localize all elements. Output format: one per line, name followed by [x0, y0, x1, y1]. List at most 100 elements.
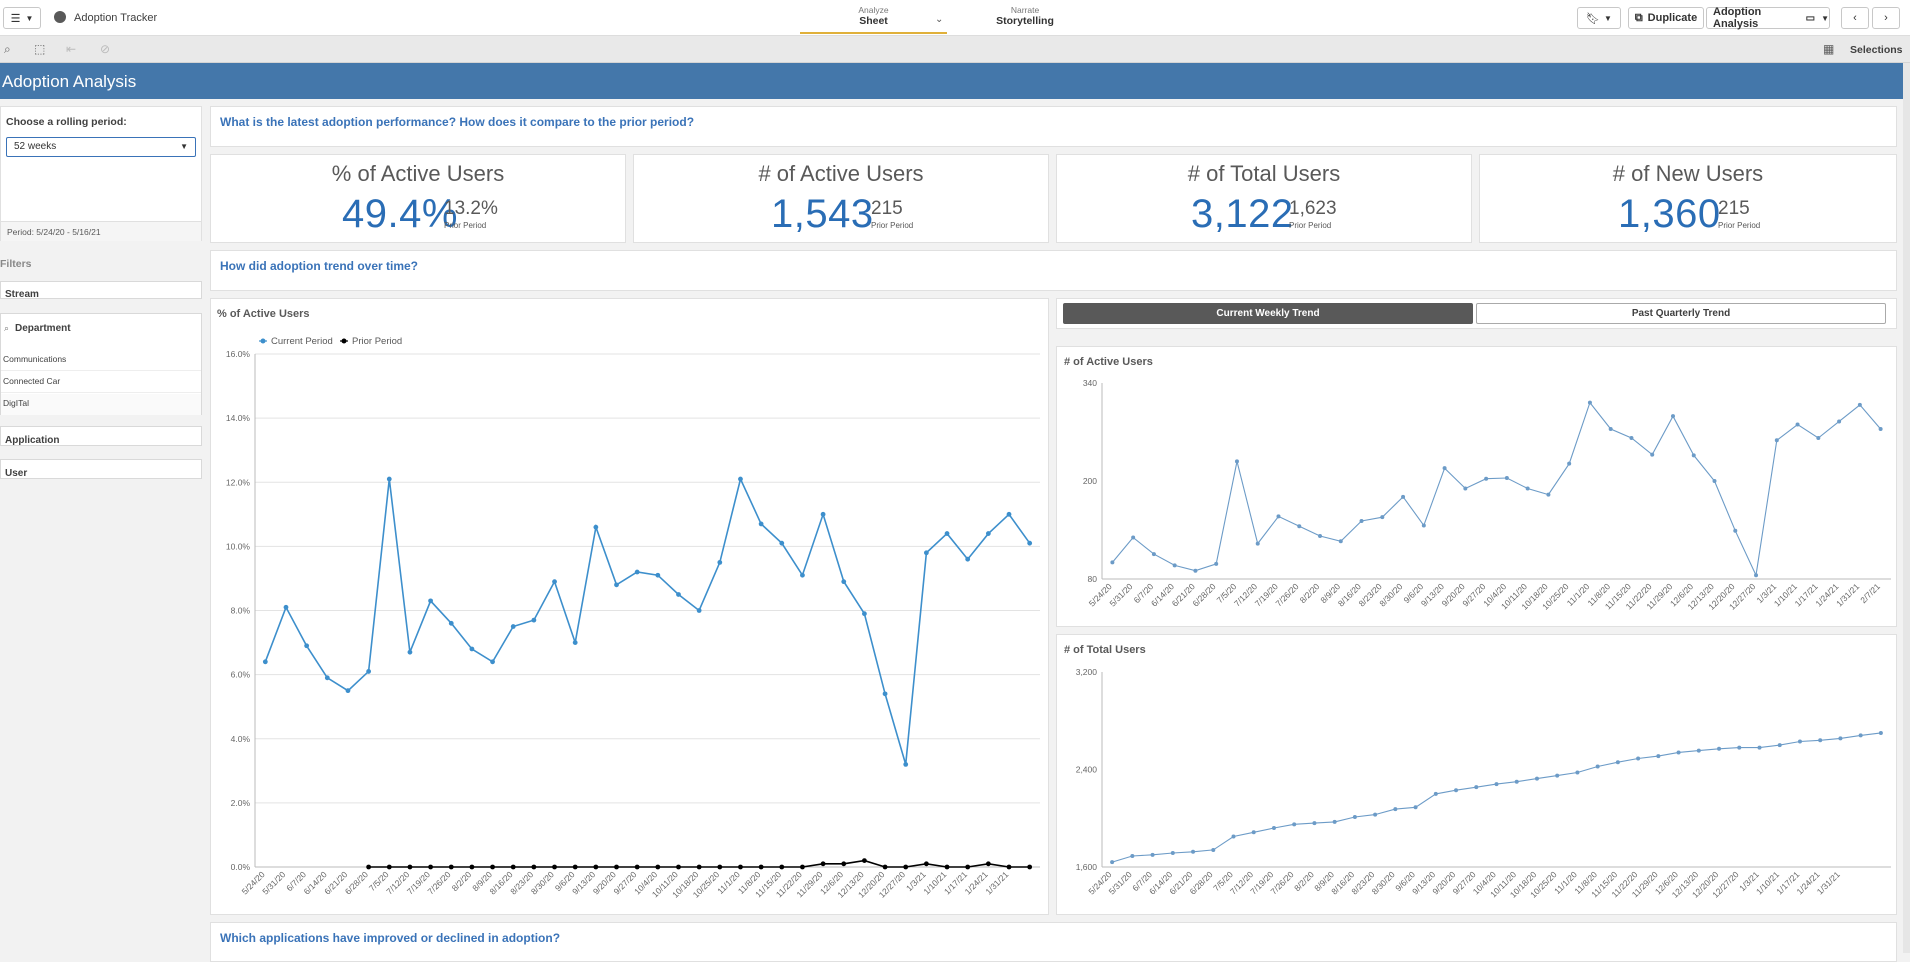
scrollbar[interactable]	[1903, 63, 1910, 953]
data-point	[1629, 436, 1634, 441]
chevron-right-icon: ›	[1884, 12, 1888, 24]
app-title: Adoption Tracker	[74, 12, 158, 24]
data-point	[1795, 422, 1800, 427]
data-point	[1332, 819, 1337, 824]
tab-storytelling-label: Storytelling	[996, 15, 1054, 27]
line-chart-active-users[interactable]: 802003405/24/205/31/206/7/206/14/206/21/…	[1057, 347, 1898, 628]
data-point	[552, 579, 557, 585]
data-point	[1297, 524, 1302, 529]
data-point	[1193, 568, 1198, 573]
chart-title: % of Active Users	[217, 308, 310, 320]
kpi-total-users[interactable]: # of Total Users 3,122 1,623 Prior Perio…	[1056, 154, 1472, 243]
data-point	[696, 608, 702, 613]
step-back-icon[interactable]: ⇤	[66, 42, 77, 56]
data-point	[1717, 746, 1722, 751]
chart-title: # of Active Users	[1064, 356, 1153, 368]
selections-grid-icon[interactable]: ▦	[1823, 42, 1835, 56]
current-weekly-trend-button[interactable]: Current Weekly Trend	[1063, 303, 1473, 324]
kpi-active-users[interactable]: # of Active Users 1,543 215 Prior Period	[633, 154, 1049, 243]
chart-panel-active-users[interactable]: # of Active Users 80 200 340 5/24/20 5/31/20…	[1056, 346, 1897, 627]
data-point	[448, 620, 454, 626]
filter-department[interactable]: ⌕ Department Communications Connected Ca…	[0, 313, 202, 415]
x-tick-label: 6/28/20	[1188, 869, 1215, 896]
data-point	[1575, 770, 1580, 775]
sheet-selector[interactable]: Adoption Analysis ▭ ▼	[1706, 6, 1830, 30]
x-tick-label: 5/31/20	[1107, 581, 1134, 608]
y-tick-label: 200	[1083, 476, 1097, 486]
selections-button[interactable]: Selections	[1850, 44, 1903, 56]
department-item[interactable]: DigITal	[1, 394, 201, 415]
data-point	[841, 861, 847, 867]
filter-application[interactable]: Application	[0, 426, 202, 446]
filter-user-label: User	[5, 468, 28, 479]
data-point	[1231, 834, 1236, 839]
duplicate-button[interactable]: ⧉ Duplicate	[1628, 7, 1704, 29]
tab-narrate-storytelling[interactable]: Narrate Storytelling	[960, 5, 1090, 34]
kpi-new-users[interactable]: # of New Users 1,360 215 Prior Period	[1479, 154, 1897, 243]
data-point	[1878, 426, 1883, 431]
data-point	[614, 582, 619, 588]
next-sheet-button[interactable]: ›	[1872, 7, 1900, 29]
y-tick-label: 2,400	[1076, 765, 1098, 775]
kpi-prior-value: 1,623	[1289, 198, 1337, 219]
tab-narrate-label: Narrate	[1010, 5, 1040, 15]
data-point	[490, 864, 495, 870]
kpi-title: # of Total Users	[1187, 161, 1341, 186]
line-chart-total-users[interactable]: 1,6002,4003,2005/24/205/31/206/7/206/14/…	[1057, 635, 1898, 916]
period-dropdown[interactable]: 52 weeks ▼	[6, 137, 196, 157]
data-point	[614, 864, 619, 870]
data-point	[386, 476, 392, 482]
data-point	[903, 864, 909, 870]
smart-search-icon[interactable]: ⌕	[4, 42, 11, 56]
kpi-prior-value: 13.2%	[444, 198, 498, 219]
line-chart-active-pct[interactable]: 0.0% 2.0% 4.0% 6.0% 8.0% 10.0% 12.0% 14.0% 16.0%…	[211, 299, 1050, 916]
data-point	[1251, 830, 1256, 835]
data-point	[1276, 514, 1281, 519]
kpi-value: 49.4%	[342, 192, 458, 236]
y-tick-label: 340	[1083, 378, 1097, 388]
data-point	[1816, 436, 1821, 441]
kpi-title: # of New Users	[1612, 161, 1764, 186]
data-point	[572, 864, 578, 870]
selections-tool-icon[interactable]: ⬚	[34, 42, 46, 56]
filter-application-label: Application	[5, 435, 60, 446]
y-tick-label: 80	[1088, 574, 1098, 584]
y-tick-label: 4.0%	[231, 734, 251, 744]
data-point	[800, 864, 805, 870]
sheet-chevron-icon[interactable]: ⌄	[935, 14, 944, 25]
kpi-prior-label: Prior Period	[871, 221, 914, 230]
data-point	[1636, 756, 1641, 761]
data-point	[965, 864, 971, 870]
data-point	[1757, 745, 1762, 750]
data-point	[531, 864, 537, 870]
chevron-down-icon: ▼	[1821, 13, 1829, 23]
prev-sheet-button[interactable]: ‹	[1841, 7, 1869, 29]
y-tick-label: 6.0%	[231, 670, 251, 680]
question-panel-1	[210, 106, 1897, 147]
kpi-active-pct[interactable]: % of Active Users 49.4% 13.2% Prior Peri…	[210, 154, 626, 243]
filter-stream[interactable]: Stream	[0, 281, 202, 300]
clear-selections-icon[interactable]: ⊘	[100, 42, 111, 56]
chart-panel-active-pct[interactable]: % of Active Users 0.0% 2.0% 4.0% 6.0% 8.0% 10…	[210, 298, 1049, 915]
data-point	[510, 624, 516, 629]
menu-button[interactable]: ☰ ▼	[3, 7, 41, 29]
filter-user[interactable]: User	[0, 459, 202, 479]
tab-analyze-sheet[interactable]: Analyze Sheet	[800, 5, 947, 34]
department-item[interactable]: Communications	[1, 350, 201, 371]
chart-panel-total-users[interactable]: # of Total Users 1,600 2,400 3,200 5/24/20 5…	[1056, 634, 1897, 915]
data-point	[1656, 754, 1661, 759]
data-point	[1380, 515, 1385, 520]
data-point	[1504, 475, 1509, 480]
period-label: Choose a rolling period:	[6, 116, 127, 128]
data-point	[758, 864, 764, 870]
series-line	[264, 476, 1031, 765]
data-point	[531, 617, 537, 623]
data-point	[1373, 812, 1378, 817]
question-2: How did adoption trend over time?	[220, 259, 418, 273]
question-panel-2	[210, 250, 1897, 291]
department-item[interactable]: Connected Car	[1, 372, 201, 393]
data-point	[965, 556, 971, 562]
bookmark-button[interactable]: 🔖︎ ▼	[1577, 7, 1621, 29]
past-quarterly-trend-button[interactable]: Past Quarterly Trend	[1476, 303, 1886, 324]
chevron-down-icon: ▼	[25, 13, 34, 23]
